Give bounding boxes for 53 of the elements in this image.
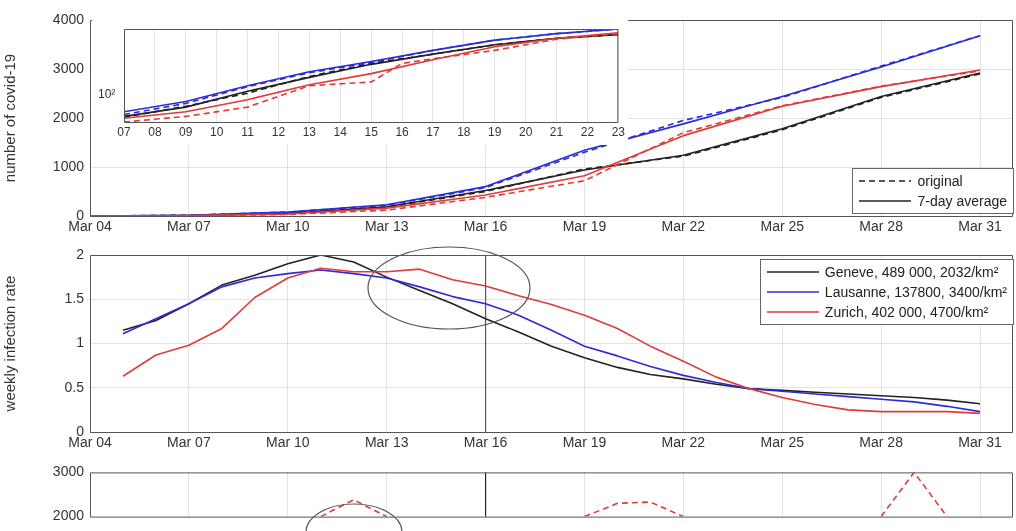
- y-tick-label: 2000: [52, 108, 85, 125]
- x-tick-label: Mar 28: [859, 434, 904, 451]
- y-tick-label: 1: [76, 334, 85, 351]
- x-tick-label: Mar 10: [266, 218, 310, 235]
- legend-label: original: [917, 172, 963, 191]
- x-tick-label: Mar 28: [859, 218, 904, 235]
- legend-label: Zurich, 402 000, 4700/km²: [824, 303, 989, 322]
- legend-label: 7-day average: [917, 192, 1007, 211]
- annotation: 10²: [98, 87, 116, 101]
- x-tick-label: 23: [611, 124, 626, 139]
- x-tick-label: 19: [488, 124, 502, 139]
- y-tick-label: 3000: [52, 463, 85, 480]
- x-tick-label: Mar 25: [760, 218, 805, 235]
- x-tick-label: 16: [395, 124, 410, 139]
- x-tick-label: Mar 22: [661, 434, 706, 451]
- y-tick-label: 2: [76, 245, 85, 262]
- x-tick-label: 12: [271, 124, 286, 139]
- x-tick-label: Mar 16: [463, 434, 508, 451]
- y-tick-label: 4000: [52, 10, 85, 27]
- x-tick-label: 17: [426, 124, 440, 139]
- y-tick-label: 0.5: [64, 378, 85, 395]
- y-tick-label: 1000: [52, 157, 85, 174]
- legend-label: Lausanne, 137800, 3400/km²: [824, 283, 1007, 302]
- y-tick-label: 1.5: [64, 290, 85, 307]
- x-tick-label: 15: [364, 124, 379, 139]
- legend-label: Geneve, 489 000, 2032/km²: [824, 263, 999, 282]
- x-tick-label: 09: [179, 124, 193, 139]
- x-tick-label: Mar 31: [958, 218, 1003, 235]
- x-tick-label: 07: [117, 124, 131, 139]
- x-tick-label: 14: [333, 124, 348, 139]
- y-tick-label: 2000: [52, 507, 85, 524]
- x-tick-label: Mar 07: [167, 218, 211, 235]
- x-tick-label: Mar 13: [364, 434, 409, 451]
- y-axis-title: number of covid-19: [1, 53, 19, 183]
- x-tick-label: 10: [210, 124, 224, 139]
- y-axis-title: weekly infection rate: [1, 275, 19, 413]
- x-tick-label: 22: [580, 124, 595, 139]
- x-tick-label: Mar 22: [661, 218, 706, 235]
- x-tick-label: Mar 19: [562, 434, 607, 451]
- x-tick-label: Mar 16: [463, 218, 508, 235]
- y-tick-label: 3000: [52, 59, 85, 76]
- x-tick-label: Mar 19: [562, 218, 607, 235]
- x-tick-label: Mar 25: [760, 434, 805, 451]
- x-tick-label: 20: [518, 124, 533, 139]
- x-tick-label: 18: [457, 124, 471, 139]
- x-tick-label: Mar 31: [958, 434, 1003, 451]
- x-tick-label: 11: [241, 124, 255, 139]
- x-tick-label: Mar 13: [364, 218, 409, 235]
- x-tick-label: 13: [302, 124, 317, 139]
- x-tick-label: Mar 10: [266, 434, 310, 451]
- x-tick-label: 21: [549, 124, 564, 139]
- x-tick-label: Mar 07: [167, 434, 211, 451]
- x-tick-label: 08: [148, 124, 162, 139]
